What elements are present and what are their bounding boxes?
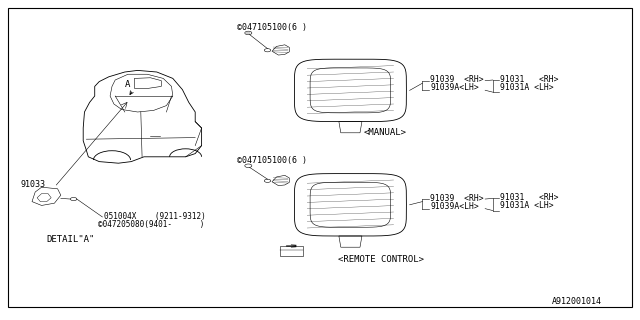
Text: ©047105100(6 ): ©047105100(6 )	[237, 23, 307, 32]
Text: ©047105100(6 ): ©047105100(6 )	[237, 156, 307, 165]
Text: 91039  <RH>: 91039 <RH>	[430, 75, 484, 84]
Text: 91031   <RH>: 91031 <RH>	[500, 75, 559, 84]
Text: 91039A<LH>: 91039A<LH>	[430, 202, 479, 211]
Text: 91039A<LH>: 91039A<LH>	[430, 83, 479, 92]
Text: <MANUAL>: <MANUAL>	[364, 128, 406, 137]
Text: 91031A <LH>: 91031A <LH>	[500, 83, 554, 92]
Text: 91033: 91033	[20, 180, 45, 189]
Text: 051004X    (9211-9312): 051004X (9211-9312)	[104, 212, 206, 221]
Text: A912001014: A912001014	[552, 297, 602, 306]
Text: 91031   <RH>: 91031 <RH>	[500, 193, 559, 202]
Text: ©047205080(9401-      ): ©047205080(9401- )	[98, 220, 204, 229]
Text: 91031A <LH>: 91031A <LH>	[500, 201, 554, 210]
Text: DETAIL"A": DETAIL"A"	[46, 235, 95, 244]
Text: 91039  <RH>: 91039 <RH>	[430, 194, 484, 203]
Bar	[280, 246, 303, 256]
Text: <REMOTE CONTROL>: <REMOTE CONTROL>	[338, 255, 424, 264]
Text: A: A	[125, 80, 130, 89]
